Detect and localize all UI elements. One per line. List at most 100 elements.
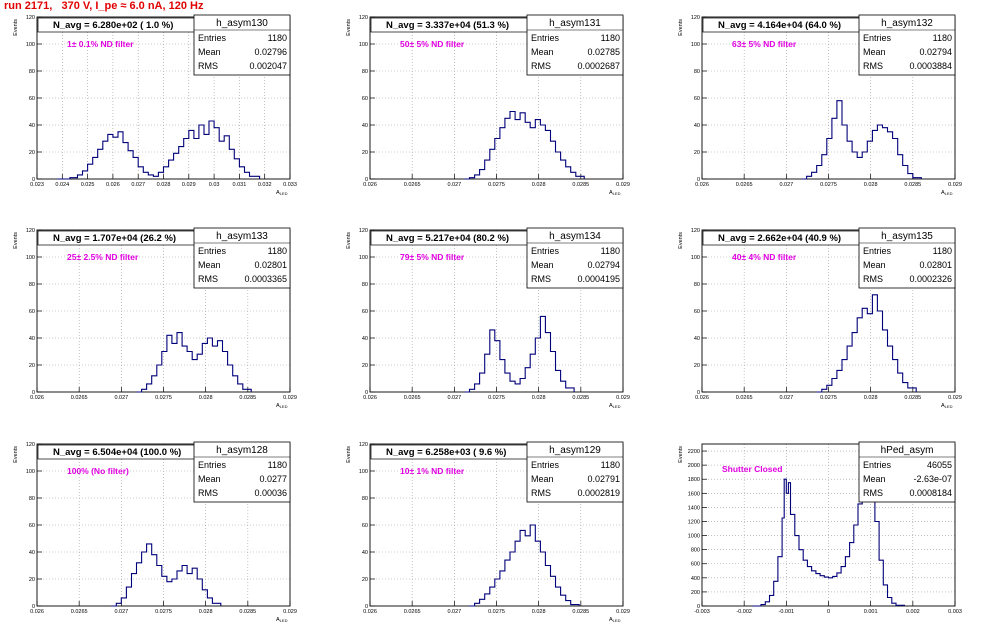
x-tick-label: 0.029 [616, 182, 630, 188]
navg-label: N_avg = 6.280e+02 ( 1.0 %) [53, 20, 173, 31]
stats-title: h_asym132 [881, 18, 933, 29]
stats-value: 0.0277 [259, 474, 287, 484]
stats-key: RMS [198, 488, 218, 498]
y-tick-label: 0 [32, 604, 35, 610]
y-tick-label: 120 [26, 228, 35, 234]
stats-value: 0.0003365 [244, 274, 287, 284]
y-tick-label: 40 [29, 550, 35, 556]
stats-key: Entries [198, 246, 227, 256]
y-tick-label: 80 [362, 496, 368, 502]
stats-key: Entries [863, 33, 892, 43]
x-tick-label: 0.027 [779, 395, 793, 401]
x-tick-label: 0.026 [363, 609, 377, 615]
x-tick-label: 0.027 [131, 182, 145, 188]
histogram-panel-hPed_asym: -0.003 -0.002 -0.001 0 0.001 0.002 0.003 0 200 40… [678, 441, 962, 615]
y-tick-label: 40 [29, 123, 35, 129]
x-tick-label: 0.029 [616, 395, 630, 401]
y-tick-label: 60 [362, 309, 368, 315]
x-tick-label: 0.0275 [820, 395, 837, 401]
plot-frame [701, 16, 956, 180]
x-axis-subscript: LED [945, 191, 953, 196]
x-tick-label: 0.026 [363, 182, 377, 188]
x-tick-label: 0.0265 [404, 395, 421, 401]
y-tick-label: 120 [359, 442, 368, 448]
histogram-line [136, 332, 252, 393]
x-tick-label: 0.0275 [155, 609, 172, 615]
x-tick-label: 0.026 [106, 182, 120, 188]
x-tick-label: 0.028 [532, 182, 546, 188]
y-tick-label: 80 [694, 69, 700, 75]
stats-key: RMS [531, 61, 551, 71]
stats-key: RMS [863, 61, 883, 71]
stats-key: RMS [198, 274, 218, 284]
y-tick-label: 20 [29, 150, 35, 156]
y-tick-label: 120 [26, 442, 35, 448]
x-tick-label: 0.0285 [572, 395, 589, 401]
stats-key: RMS [198, 61, 218, 71]
stats-key: Mean [198, 47, 221, 57]
filter-note: 1± 0.1% ND filter [67, 39, 134, 49]
stats-box [858, 14, 956, 76]
y-tick-label: 60 [694, 309, 700, 315]
stats-key: Entries [531, 33, 560, 43]
stats-title: h_asym135 [881, 231, 933, 242]
x-axis-title: ALED [276, 403, 288, 409]
histogram-panel-h_asym134: 0.026 0.0265 0.027 0.0275 0.028 0.0285 0.029 0 2… [346, 227, 630, 409]
y-tick-label: 100 [359, 469, 368, 475]
stats-value: 0.0002819 [577, 488, 620, 498]
stats-value: 1180 [268, 246, 287, 256]
navg-label: N_avg = 6.504e+04 (100.0 %) [53, 447, 181, 458]
y-tick-label: 100 [691, 42, 700, 48]
y-tick-label: 2200 [688, 449, 700, 455]
x-tick-label: 0.001 [864, 609, 878, 615]
x-tick-label: 0.0285 [239, 395, 256, 401]
y-tick-label: 600 [691, 562, 700, 568]
x-tick-label: 0.002 [906, 609, 920, 615]
y-tick-label: 0 [365, 177, 368, 183]
plot-frame [36, 443, 291, 607]
histogram-line [816, 294, 917, 393]
x-tick-label: 0.0285 [572, 609, 589, 615]
filter-note: 25± 2.5% ND filter [67, 252, 139, 262]
stats-key: Mean [863, 47, 886, 57]
x-tick-label: 0.0265 [404, 609, 421, 615]
plot-frame [369, 443, 624, 607]
y-tick-label: 40 [694, 336, 700, 342]
stats-value: 1180 [933, 33, 952, 43]
stats-title: h_asym134 [549, 231, 601, 242]
stats-value: 0.02796 [254, 47, 287, 57]
x-tick-label: 0.029 [283, 609, 297, 615]
y-axis-title: Events [346, 232, 352, 249]
y-tick-label: 100 [359, 42, 368, 48]
y-tick-label: 80 [694, 282, 700, 288]
y-tick-label: 40 [29, 336, 35, 342]
y-tick-label: 60 [694, 96, 700, 102]
stats-key: Mean [531, 260, 554, 270]
stats-box [193, 441, 291, 503]
y-tick-label: 120 [359, 228, 368, 234]
stats-value: 0.0004195 [577, 274, 620, 284]
filter-note: 50± 5% ND filter [400, 39, 465, 49]
y-tick-label: 2000 [688, 463, 700, 469]
y-tick-label: 20 [29, 577, 35, 583]
x-tick-label: 0.026 [363, 395, 377, 401]
filter-note: 100% (No filter) [67, 466, 129, 476]
histogram-line [111, 543, 222, 607]
filter-note: 10± 1% ND filter [400, 466, 465, 476]
navg-label: N_avg = 2.662e+04 (40.9 %) [718, 233, 841, 244]
y-tick-label: 1200 [688, 519, 700, 525]
y-tick-label: 120 [26, 15, 35, 21]
y-tick-label: 0 [32, 177, 35, 183]
x-tick-label: 0.003 [948, 609, 962, 615]
histogram-panel-h_asym133: 0.026 0.0265 0.027 0.0275 0.028 0.0285 0.029 0 2… [13, 227, 297, 409]
x-tick-label: 0.0265 [71, 395, 88, 401]
y-axis-title: Events [346, 446, 352, 463]
y-axis-title: Events [346, 19, 352, 36]
y-tick-label: 40 [694, 123, 700, 129]
plot-frame [701, 229, 956, 393]
x-axis-subscript: LED [613, 618, 621, 622]
x-tick-label: 0.028 [864, 395, 878, 401]
x-tick-label: 0.0265 [736, 395, 753, 401]
histogram-panel-h_asym135: 0.026 0.0265 0.027 0.0275 0.028 0.0285 0.029 0 2… [678, 227, 962, 409]
y-tick-label: 40 [362, 550, 368, 556]
